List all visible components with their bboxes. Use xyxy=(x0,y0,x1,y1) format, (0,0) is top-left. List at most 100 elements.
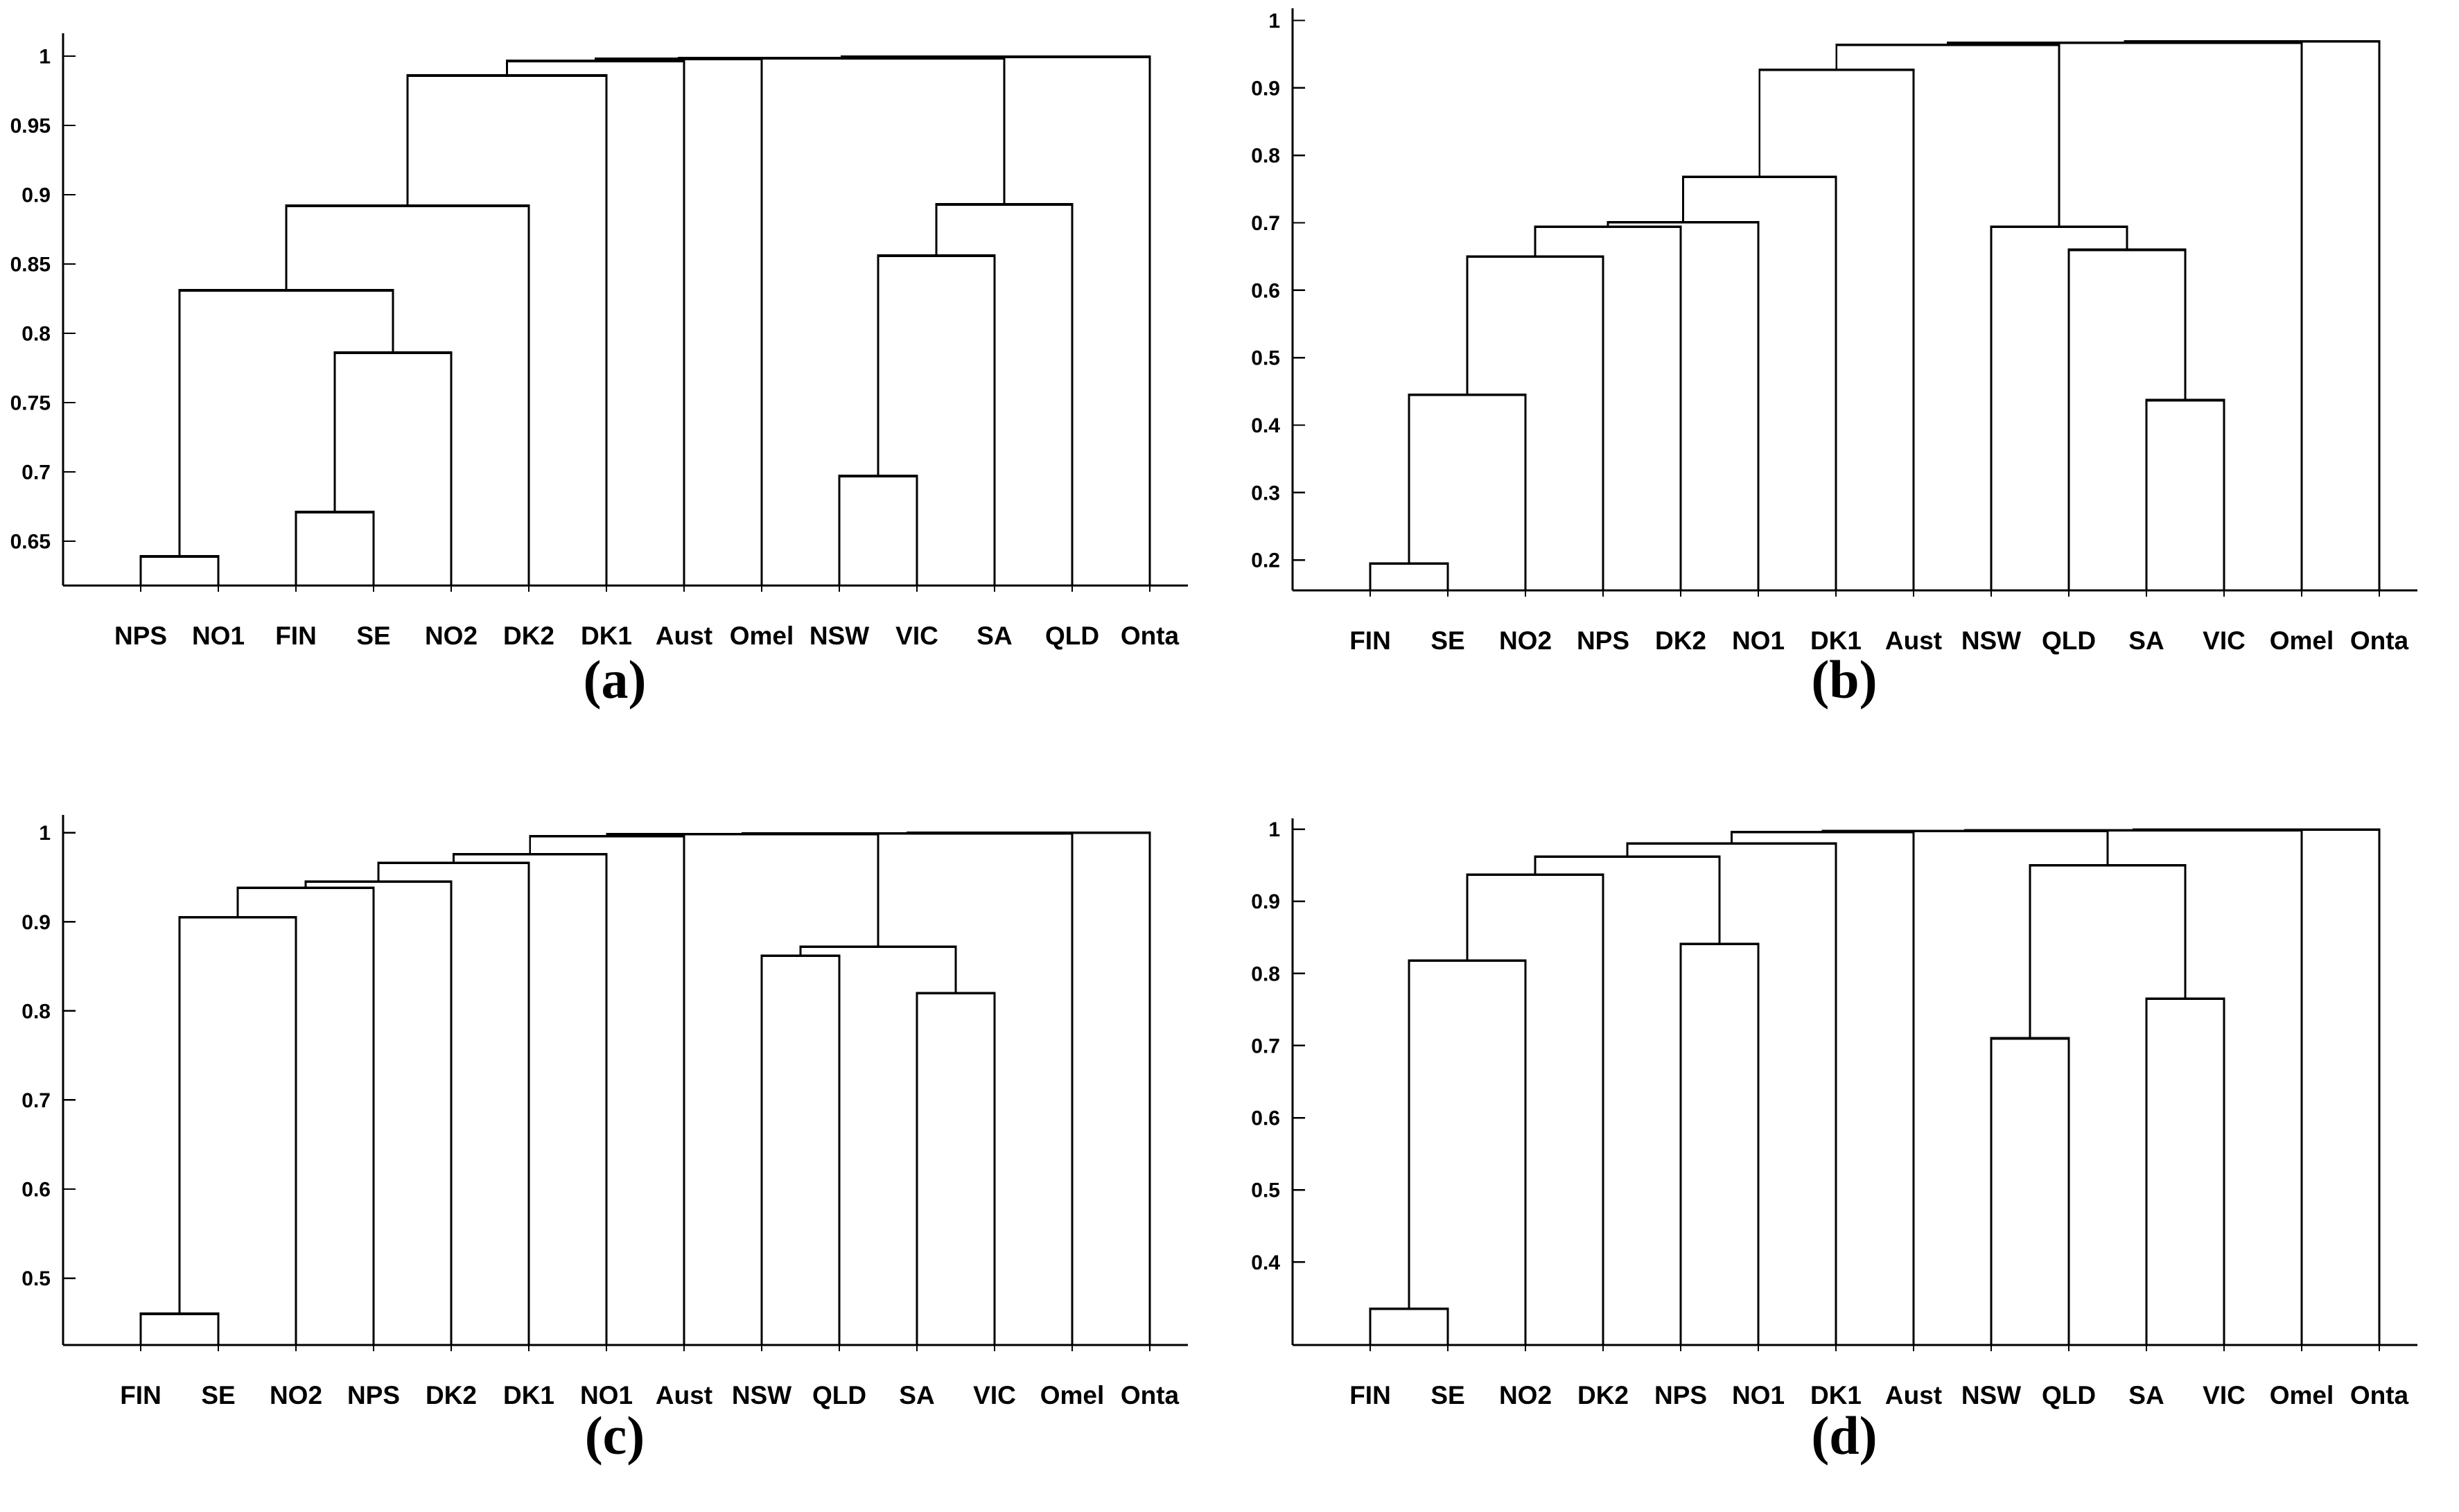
leaf-label-SE: SE xyxy=(356,622,390,650)
leaf-label-DK2: DK2 xyxy=(426,1381,477,1409)
leaf-label-VIC: VIC xyxy=(973,1381,1016,1409)
leaf-label-NO1: NO1 xyxy=(1732,626,1785,655)
leaf-label-NO1: NO1 xyxy=(1732,1381,1785,1409)
leaf-label-NSW: NSW xyxy=(810,622,869,650)
y-tick-label-0.6: 0.6 xyxy=(1251,279,1280,302)
y-tick-label-0.9: 0.9 xyxy=(1251,77,1280,100)
leaf-label-NO1: NO1 xyxy=(192,622,245,650)
leaf-label-DK1: DK1 xyxy=(1810,1381,1862,1409)
leaf-label-FIN: FIN xyxy=(1349,1381,1391,1409)
y-tick-label-0.5: 0.5 xyxy=(1251,1179,1280,1202)
y-tick-label-1: 1 xyxy=(1268,10,1280,33)
leaf-label-FIN: FIN xyxy=(1349,626,1391,655)
dendrogram-links xyxy=(139,55,1151,586)
y-tick-label-0.95: 0.95 xyxy=(10,115,51,138)
leaf-label-VIC: VIC xyxy=(2203,626,2246,655)
dendrogram-links xyxy=(1369,828,2381,1345)
y-tick-label-1: 1 xyxy=(39,822,51,845)
leaf-label-SA: SA xyxy=(899,1381,934,1409)
leaf-label-VIC: VIC xyxy=(895,622,938,650)
panel-caption-b: (b) xyxy=(1811,649,1878,710)
leaf-label-DK2: DK2 xyxy=(503,622,554,650)
leaf-label-QLD: QLD xyxy=(2042,626,2096,655)
leaf-label-NO2: NO2 xyxy=(1499,626,1552,655)
y-tick-label-0.8: 0.8 xyxy=(1251,145,1280,168)
leaf-label-DK2: DK2 xyxy=(1577,1381,1629,1409)
leaf-label-SE: SE xyxy=(1430,1381,1464,1409)
dendrogram-c: 0.5 0.6 0.7 0.8 0.9 1 FIN SE NO2 NPS DK2 DK1 NO1 Aust… xyxy=(21,815,1188,1409)
dendrogram-links xyxy=(1369,39,2381,590)
leaf-label-Onta: Onta xyxy=(1121,1381,1180,1409)
leaf-label-Aust: Aust xyxy=(656,1381,712,1409)
leaf-label-DK1: DK1 xyxy=(1810,626,1862,655)
leaf-label-Omel: Omel xyxy=(2270,1381,2334,1409)
leaf-label-DK1: DK1 xyxy=(581,622,632,650)
dendrogram-a: 0.65 0.7 0.75 0.8 0.85 0.9 0.95 1 NPS NO1 FIN SE NO2… xyxy=(10,33,1188,650)
leaf-label-Omel: Omel xyxy=(2270,626,2334,655)
y-tick-label-0.3: 0.3 xyxy=(1251,482,1280,504)
leaf-label-NO2: NO2 xyxy=(425,622,478,650)
leaf-label-Omel: Omel xyxy=(1040,1381,1105,1409)
y-tick-label-0.4: 0.4 xyxy=(1251,1251,1280,1274)
y-tick-label-0.9: 0.9 xyxy=(21,911,51,934)
leaf-labels: FIN SE NO2 NPS DK2 NO1 DK1 Aust NSW QLD SA VIC Omel O… xyxy=(1349,626,2408,655)
leaf-label-NPS: NPS xyxy=(347,1381,400,1409)
leaf-label-SA: SA xyxy=(2128,1381,2164,1409)
y-tick-label-0.6: 0.6 xyxy=(1251,1107,1280,1130)
leaf-labels: NPS NO1 FIN SE NO2 DK2 DK1 Aust Omel NSW VIC SA QLD O… xyxy=(114,622,1180,650)
y-tick-label-0.7: 0.7 xyxy=(1251,1035,1280,1057)
dendrogram-b: 0.2 0.3 0.4 0.5 0.6 0.7 0.8 0.9 1 FIN SE NO2 NPS DK2 N… xyxy=(1251,8,2417,655)
leaf-label-Onta: Onta xyxy=(2350,626,2409,655)
leaf-label-QLD: QLD xyxy=(812,1381,866,1409)
y-tick-label-0.6: 0.6 xyxy=(21,1179,51,1202)
y-tick-label-0.4: 0.4 xyxy=(1251,414,1280,437)
y-tick-label-0.8: 0.8 xyxy=(1251,962,1280,985)
leaf-label-NO2: NO2 xyxy=(270,1381,322,1409)
leaf-label-NSW: NSW xyxy=(732,1381,791,1409)
y-tick-label-0.9: 0.9 xyxy=(1251,890,1280,913)
leaf-label-Aust: Aust xyxy=(1885,626,1942,655)
leaf-label-QLD: QLD xyxy=(1045,622,1099,650)
y-tick-label-0.8: 0.8 xyxy=(21,1000,51,1023)
panel-d: 0.4 0.5 0.6 0.7 0.8 0.9 1 FIN SE NO2 DK2 NPS NO1 DK1 A… xyxy=(1230,756,2459,1512)
y-tick-label-1: 1 xyxy=(1268,818,1280,841)
leaf-label-SE: SE xyxy=(1430,626,1464,655)
panel-a: 0.65 0.7 0.75 0.8 0.85 0.9 0.95 1 NPS NO1 FIN SE NO2… xyxy=(0,0,1230,756)
y-axis: 0.2 0.3 0.4 0.5 0.6 0.7 0.8 0.9 1 xyxy=(1251,8,1305,590)
y-tick-label-0.65: 0.65 xyxy=(10,531,51,554)
x-axis xyxy=(63,584,1188,592)
panel-caption-d: (d) xyxy=(1811,1405,1878,1466)
y-tick-label-0.7: 0.7 xyxy=(21,461,51,484)
leaf-labels: FIN SE NO2 NPS DK2 DK1 NO1 Aust NSW QLD SA VIC Omel O… xyxy=(120,1381,1179,1409)
panel-caption-c: (c) xyxy=(584,1405,645,1466)
y-axis: 0.4 0.5 0.6 0.7 0.8 0.9 1 xyxy=(1251,818,1305,1345)
leaf-label-SE: SE xyxy=(201,1381,235,1409)
leaf-label-SA: SA xyxy=(2128,626,2164,655)
x-axis xyxy=(1293,1344,2417,1351)
leaf-label-NPS: NPS xyxy=(114,622,167,650)
y-tick-label-0.2: 0.2 xyxy=(1251,550,1280,572)
leaf-label-NO1: NO1 xyxy=(580,1381,633,1409)
leaf-label-FIN: FIN xyxy=(120,1381,161,1409)
y-axis: 0.65 0.7 0.75 0.8 0.85 0.9 0.95 1 xyxy=(10,33,76,586)
leaf-labels: FIN SE NO2 DK2 NPS NO1 DK1 Aust NSW QLD SA VIC Omel O… xyxy=(1349,1381,2408,1409)
leaf-label-Aust: Aust xyxy=(1885,1381,1942,1409)
y-tick-label-0.5: 0.5 xyxy=(21,1267,51,1290)
leaf-label-NPS: NPS xyxy=(1654,1381,1707,1409)
leaf-label-NSW: NSW xyxy=(1961,626,2021,655)
leaf-label-DK2: DK2 xyxy=(1655,626,1706,655)
leaf-label-FIN: FIN xyxy=(275,622,317,650)
dendrogram-links xyxy=(139,831,1151,1345)
leaf-label-Aust: Aust xyxy=(656,622,712,650)
leaf-label-DK1: DK1 xyxy=(503,1381,554,1409)
y-tick-label-0.75: 0.75 xyxy=(10,392,51,415)
leaf-label-SA: SA xyxy=(977,622,1012,650)
x-axis xyxy=(63,1344,1188,1351)
y-tick-label-0.8: 0.8 xyxy=(21,323,51,346)
leaf-label-NSW: NSW xyxy=(1961,1381,2021,1409)
y-tick-label-0.9: 0.9 xyxy=(21,184,51,207)
leaf-label-NO2: NO2 xyxy=(1499,1381,1552,1409)
leaf-label-QLD: QLD xyxy=(2042,1381,2096,1409)
y-tick-label-1: 1 xyxy=(39,46,51,69)
y-tick-label-0.85: 0.85 xyxy=(10,254,51,276)
